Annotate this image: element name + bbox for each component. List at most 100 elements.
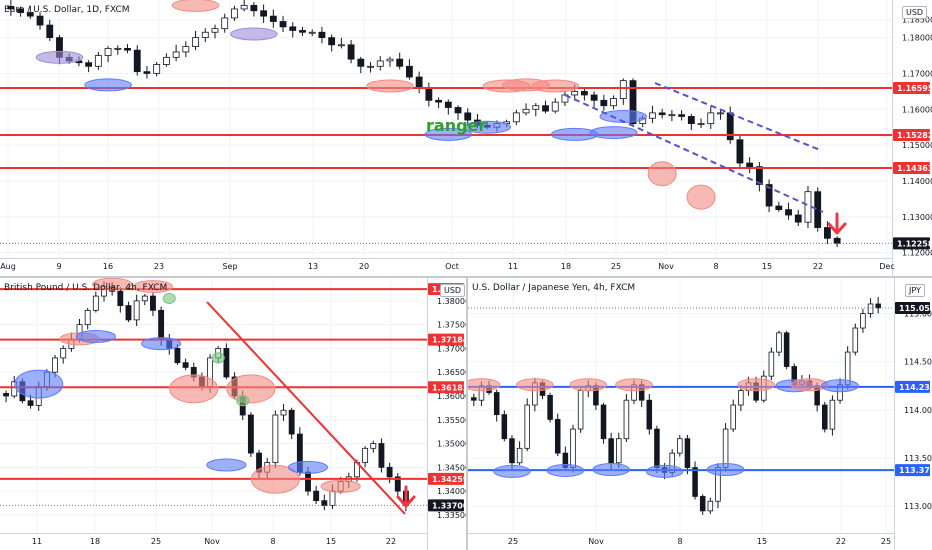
gbpusd-marker-ellipse [250,464,300,494]
usdjpy-candle-body [600,404,607,440]
ranger-annotation: ranger [426,116,487,135]
usdjpy-x-tick-label: 22 [836,537,846,546]
usdjpy-y-tick-label: 113.500 [904,454,932,463]
usdjpy-candle-body [852,327,859,353]
eurusd-y-tick-label: 1.16000 [902,105,932,114]
eurusd-candle-body [824,227,831,239]
eurusd-candle-body [444,101,452,108]
gbpusd-x-tick-label: 15 [326,537,336,546]
eurusd-candle-body [104,47,112,56]
usdjpy-candle-body [616,438,622,464]
eurusd-x-tick-label: 25 [611,262,621,271]
gbpusd-candle-body [133,300,140,321]
usdjpy-candle-body [722,428,729,468]
eurusd-candle-body [201,31,209,39]
gbpusd-svg: 1.38000 1.37500 1.37000 1.36500 1.36000 1.355… [0,278,466,550]
gbpusd-candle-body [117,290,124,306]
eurusd-candle-body [629,80,637,125]
gbpusd-currency-badge[interactable]: USD [440,284,466,297]
usdjpy-level-label: 113.373 [899,466,932,475]
eurusd-level-label: 1.16595 [897,84,932,93]
gbpusd-candle-body [3,393,10,397]
usdjpy-marker-ellipse [516,378,554,392]
eurusd-candle-body [580,90,588,96]
eurusd-candle-body [396,58,404,67]
usdjpy-x-tick-label: 8 [677,537,682,546]
eurusd-last-price-label: 1.12258 [897,239,932,248]
eurusd-candle-body [114,47,122,50]
gbpusd-candle-body [370,443,377,449]
gbpusd-y-tick-label: 1.35500 [437,416,466,425]
eurusd-candle-body [386,58,394,62]
eurusd-chart-title: Euro / U.S. Dollar, 1D, FXCM [4,5,130,15]
eurusd-candle-body [454,107,462,114]
eurusd-candle-body [182,46,190,53]
usdjpy-x-tick-label: Nov [588,537,604,546]
eurusd-marker-ellipse [35,50,84,64]
eurusd-chart-panel[interactable]: 1.18500 1.18000 1.17000 1.16000 1.15000 1.140… [0,0,932,276]
eurusd-candle-body [746,162,754,168]
gbpusd-candle-body [92,295,99,311]
vertical-divider[interactable] [466,278,468,550]
gbpusd-candle-body [362,447,369,463]
eurusd-candle-body [678,114,686,117]
usdjpy-chart-panel[interactable]: 115.000 114.500 114.000 113.500 113.000 25 Nov… [468,278,932,550]
eurusd-level-label-bg [893,161,930,174]
eurusd-x-tick-label: 13 [308,262,318,271]
eurusd-x-tick-label: Nov [658,262,674,271]
usdjpy-x-tick-label: 15 [757,537,767,546]
eurusd-y-tick-label: 1.14000 [902,177,932,186]
usdjpy-candle-body [554,419,561,454]
usdjpy-level-label-bg [895,380,930,393]
eurusd-candle-body [785,209,792,216]
eurusd-x-tick-label: 8 [713,262,718,271]
eurusd-candle-body [814,191,822,228]
gbpusd-x-tick-label: Nov [204,537,220,546]
eurusd-x-tick-label: Dec [879,262,894,271]
usdjpy-candle-body [509,438,515,464]
usdjpy-currency-badge[interactable]: JPY [905,284,925,297]
gbpusd-chart-panel[interactable]: 1.38000 1.37500 1.37000 1.36500 1.36000 1.355… [0,278,466,550]
gbpusd-y-tick-label: 1.38000 [437,297,466,306]
eurusd-y-tick-label: 1.12000 [902,249,932,258]
eurusd-candle-body [551,101,559,112]
eurusd-candle-body [376,60,384,67]
gbpusd-marker-ellipse [92,278,133,291]
usdjpy-marker-ellipse [737,378,775,392]
eurusd-x-tick-label: Aug [0,262,16,271]
gbpusd-candle-body [158,309,165,340]
usdjpy-marker-ellipse [706,462,745,476]
eurusd-x-tick-label: 15 [762,262,772,271]
eurusd-marker-ellipse [686,184,716,210]
usdjpy-x-tick-label: 25 [508,537,518,546]
horizontal-divider[interactable] [0,276,932,278]
eurusd-candle-body [668,114,676,117]
eurusd-candle-body [532,105,540,110]
eurusd-candle-body [367,65,374,68]
eurusd-candle-body [512,112,520,123]
eurusd-marker-ellipse [171,0,220,12]
gbpusd-candle-body [174,348,181,364]
eurusd-candle-body [775,205,783,211]
gbpusd-marker-ellipse [206,458,247,472]
eurusd-candle-body [260,10,268,17]
gbpusd-candle-body [394,476,401,492]
eurusd-candle-body [415,76,423,89]
eurusd-candle-body [337,44,345,47]
eurusd-currency-badge[interactable]: USD [902,6,928,19]
eurusd-candle-body [658,112,666,116]
eurusd-y-tick-label: 1.18000 [902,34,932,43]
eurusd-candles [7,0,841,248]
eurusd-candle-body [600,99,608,107]
usdjpy-candle-body [547,394,553,420]
eurusd-candle-body [649,112,656,119]
gbpusd-downtrend-line [206,301,406,515]
eurusd-x-tick-label: 16 [103,262,113,271]
usdjpy-x-tick-label: 25 [881,537,891,546]
eurusd-candle-body [7,5,15,10]
eurusd-candle-body [143,71,151,74]
usdjpy-candle-body [867,303,874,315]
usdjpy-last-price-label-bg [895,302,930,315]
eurusd-candle-body [522,108,530,114]
usdjpy-candles [471,297,881,515]
